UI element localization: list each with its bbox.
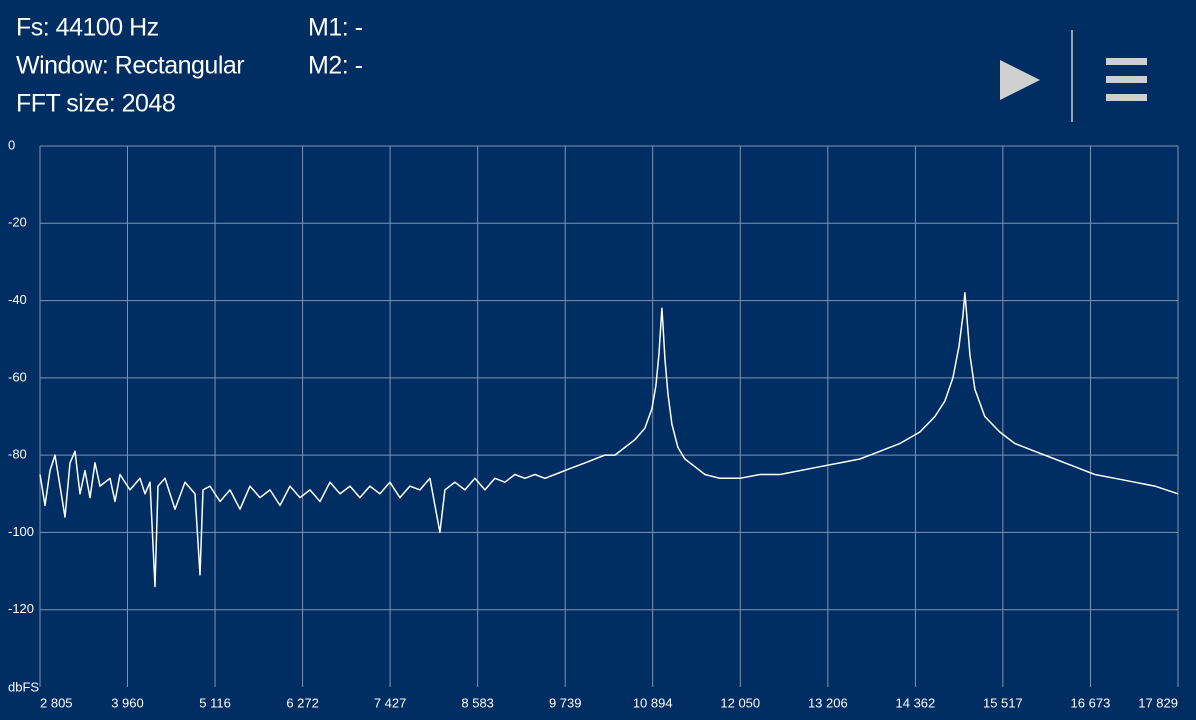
x-tick-label: 6 272 (286, 695, 319, 710)
y-tick-label: -40 (8, 292, 27, 307)
x-tick-label: 17 829 (1138, 695, 1178, 710)
marker-1: M1: - (308, 14, 363, 42)
fs-label: Fs: 44100 Hz (16, 14, 159, 42)
menu-bar (1106, 94, 1147, 101)
x-tick-label: 7 427 (374, 695, 407, 710)
spectrum-line (39, 292, 1179, 588)
x-tick-label: 3 960 (111, 695, 144, 710)
menu-bar (1106, 58, 1147, 65)
window-label: Window: Rectangular (16, 52, 244, 80)
x-tick-label: 15 517 (983, 695, 1023, 710)
y-unit: dbFS (8, 679, 39, 694)
x-tick-label: 9 739 (549, 695, 582, 710)
x-tick-label: 12 050 (720, 695, 760, 710)
fft-label: FFT size: 2048 (16, 90, 175, 118)
y-tick-label: -80 (8, 447, 27, 462)
play-button[interactable] (1000, 60, 1040, 100)
y-tick-label: -20 (8, 215, 27, 230)
x-tick-label: 5 116 (199, 695, 231, 710)
y-tick-label: 0 (8, 137, 15, 152)
x-tick-label: 10 894 (633, 695, 673, 710)
menu-button[interactable] (1106, 58, 1147, 101)
y-tick-label: -60 (8, 369, 27, 384)
x-tick-label: 13 206 (808, 695, 848, 710)
x-tick-label: 8 583 (461, 695, 494, 710)
y-tick-label: -100 (8, 524, 34, 539)
marker-2: M2: - (308, 52, 363, 80)
menu-bar (1106, 76, 1147, 83)
y-tick-label: -120 (8, 601, 34, 616)
x-tick-label: 2 805 (40, 695, 73, 710)
x-tick-label: 14 362 (896, 695, 936, 710)
x-tick-label: 16 673 (1071, 695, 1111, 710)
